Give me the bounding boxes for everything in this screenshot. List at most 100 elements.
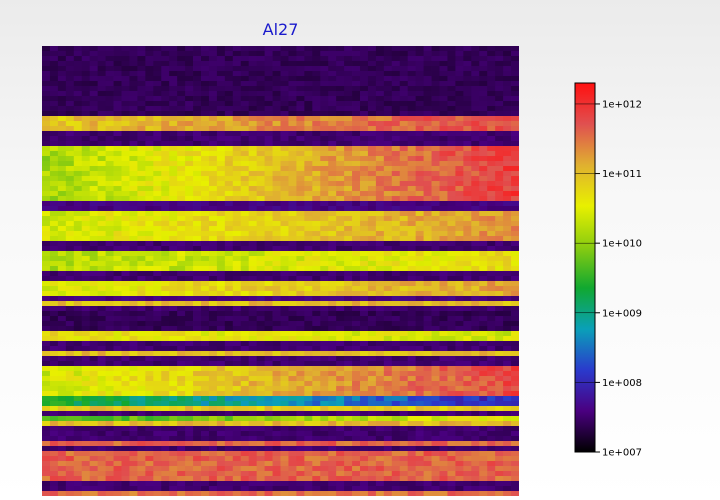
heatmap-cell bbox=[113, 136, 122, 142]
heatmap-cell bbox=[216, 206, 226, 212]
heatmap-cell bbox=[471, 186, 480, 192]
heatmap-cell bbox=[65, 351, 75, 357]
heatmap-cell bbox=[248, 261, 258, 267]
heatmap-cell bbox=[407, 141, 417, 147]
heatmap-cell bbox=[193, 206, 202, 212]
heatmap-cell bbox=[216, 246, 226, 252]
heatmap-cell bbox=[288, 231, 297, 237]
heatmap-cell bbox=[185, 311, 194, 317]
heatmap-cell bbox=[272, 421, 281, 427]
heatmap-cell bbox=[264, 91, 273, 97]
heatmap-cell bbox=[487, 416, 496, 422]
heatmap-cell bbox=[216, 201, 226, 207]
heatmap-cell bbox=[264, 141, 273, 147]
heatmap-cell bbox=[487, 406, 496, 412]
heatmap-cell bbox=[49, 111, 59, 117]
heatmap-cell bbox=[161, 86, 170, 92]
heatmap-cell bbox=[73, 346, 83, 352]
heatmap-cell bbox=[232, 261, 242, 267]
heatmap-cell bbox=[463, 56, 472, 62]
heatmap-cell bbox=[511, 281, 519, 287]
heatmap-cell bbox=[224, 126, 234, 132]
heatmap-cell bbox=[216, 46, 226, 52]
heatmap-band bbox=[42, 271, 519, 282]
heatmap-cell bbox=[177, 206, 186, 212]
heatmap-cell bbox=[129, 311, 138, 317]
heatmap-cell bbox=[455, 71, 464, 77]
heatmap-cell bbox=[447, 176, 456, 182]
heatmap-cell bbox=[312, 381, 321, 387]
heatmap-cell bbox=[344, 386, 353, 392]
heatmap-cell bbox=[113, 246, 122, 252]
heatmap-cell bbox=[391, 351, 401, 357]
heatmap-cell bbox=[312, 86, 321, 92]
heatmap-cell bbox=[423, 101, 432, 107]
heatmap-cell bbox=[447, 286, 456, 292]
heatmap-cell bbox=[431, 186, 440, 192]
heatmap-cell bbox=[113, 56, 122, 62]
heatmap-cell bbox=[431, 281, 440, 287]
heatmap-cell bbox=[49, 366, 59, 372]
heatmap-cell bbox=[105, 396, 114, 402]
heatmap-cell bbox=[415, 66, 424, 72]
heatmap-cell bbox=[487, 326, 496, 332]
heatmap-cell bbox=[208, 326, 218, 332]
heatmap-cell bbox=[367, 86, 377, 92]
heatmap-cell bbox=[304, 326, 313, 332]
heatmap-cell bbox=[224, 131, 234, 137]
heatmap-cell bbox=[511, 276, 519, 282]
heatmap-cell bbox=[272, 411, 281, 417]
heatmap-cell bbox=[423, 91, 432, 97]
heatmap-cell bbox=[121, 61, 130, 67]
heatmap-cell bbox=[201, 321, 210, 327]
heatmap-cell bbox=[256, 81, 265, 87]
heatmap-cell bbox=[232, 401, 242, 407]
heatmap-cell bbox=[320, 411, 329, 417]
heatmap-cell bbox=[248, 156, 258, 162]
heatmap-cell bbox=[201, 141, 210, 147]
heatmap-cell bbox=[49, 441, 59, 447]
heatmap-cell bbox=[312, 406, 321, 412]
heatmap-cell bbox=[383, 186, 393, 192]
heatmap-cell bbox=[423, 386, 432, 392]
heatmap-cell bbox=[89, 186, 99, 192]
heatmap-cell bbox=[463, 426, 472, 432]
heatmap-cell bbox=[145, 366, 154, 372]
heatmap-cell bbox=[42, 396, 51, 402]
heatmap-cell bbox=[360, 66, 369, 72]
heatmap-cell bbox=[121, 196, 130, 202]
heatmap-cell bbox=[65, 406, 75, 412]
heatmap-cell bbox=[471, 201, 480, 207]
heatmap-cell bbox=[423, 221, 432, 227]
heatmap-cell bbox=[256, 121, 265, 127]
heatmap-cell bbox=[383, 246, 393, 252]
heatmap-cell bbox=[455, 336, 464, 342]
heatmap-cell bbox=[201, 271, 210, 277]
heatmap-cell bbox=[232, 226, 242, 232]
heatmap-cell bbox=[97, 451, 106, 457]
heatmap-cell bbox=[399, 186, 409, 192]
heatmap-cell bbox=[352, 256, 361, 262]
heatmap-cell bbox=[256, 376, 265, 382]
heatmap-cell bbox=[463, 136, 472, 142]
heatmap-cell bbox=[65, 266, 75, 272]
heatmap-cell bbox=[129, 356, 138, 362]
heatmap-cell bbox=[216, 171, 226, 177]
heatmap-cell bbox=[471, 421, 480, 427]
heatmap-cell bbox=[360, 336, 369, 342]
heatmap-cell bbox=[177, 441, 186, 447]
heatmap-cell bbox=[42, 46, 51, 52]
heatmap-cell bbox=[463, 181, 472, 187]
heatmap-cell bbox=[105, 181, 114, 187]
heatmap-cell bbox=[352, 351, 361, 357]
heatmap-cell bbox=[193, 391, 202, 397]
heatmap-cell bbox=[391, 436, 401, 442]
heatmap-cell bbox=[320, 351, 329, 357]
heatmap-cell bbox=[399, 286, 409, 292]
heatmap-cell bbox=[479, 91, 488, 97]
heatmap-cell bbox=[503, 206, 512, 212]
heatmap-cell bbox=[57, 431, 67, 437]
heatmap-cell bbox=[391, 356, 401, 362]
heatmap-cell bbox=[407, 291, 417, 297]
heatmap-cell bbox=[336, 336, 345, 342]
